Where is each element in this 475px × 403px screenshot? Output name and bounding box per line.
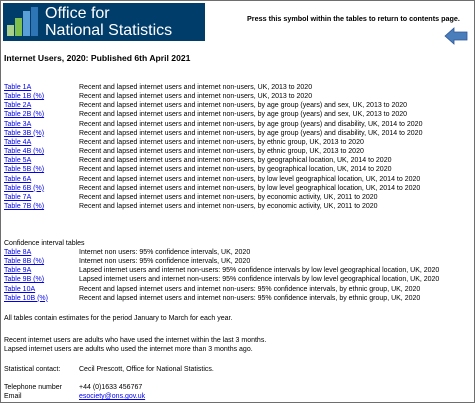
ons-logo: Office for National Statistics [3,3,205,41]
table-description: Recent and lapsed internet users and int… [79,148,364,156]
table-description: Recent and lapsed internet users and int… [79,84,313,91]
telephone-label: Telephone number [4,384,62,391]
table-link[interactable]: Table 2A [4,102,32,110]
table-description: Recent and lapsed internet users and int… [79,193,378,201]
page-title: Internet Users, 2020: Published 6th Apri… [4,53,191,63]
table-description: Recent and lapsed internet users and int… [79,93,313,101]
table-description: Recent and lapsed internet users and int… [79,184,421,192]
return-instruction: Press this symbol within the tables to r… [247,14,460,23]
table-description: Lapsed internet users and internet non-u… [79,276,440,284]
table-description: Recent and lapsed internet users and int… [79,175,421,183]
lapsed-users-note: Lapsed internet users are adults who use… [4,346,253,353]
table-description: Recent and lapsed internet users and int… [79,166,392,174]
table-link[interactable]: Table 2B (%) [4,111,45,119]
table-link[interactable]: Table 8B (%) [4,258,45,266]
back-arrow-icon[interactable] [444,27,468,45]
contact-label: Statistical contact: [4,366,61,373]
table-link[interactable]: Table 4A [4,138,32,146]
table-description: Recent and lapsed internet users and int… [79,129,423,137]
table-description: Recent and lapsed internet users and int… [79,294,421,302]
table-description: Recent and lapsed internet users and int… [79,111,408,119]
table-description: Lapsed internet users and internet non-u… [79,267,440,275]
table-link[interactable]: Table 3A [4,120,32,128]
telephone: Telephone number +44 (0)1633 456767 [4,384,142,392]
ons-logo-icon [7,7,38,36]
table-description: Internet non users: 95% confidence inter… [79,258,251,266]
table-link[interactable]: Table 5B (%) [4,166,45,174]
period-note: All tables contain estimates for the per… [4,315,233,322]
table-link[interactable]: Table 4B (%) [4,148,45,156]
table-link[interactable]: Table 5A [4,157,32,165]
table-link[interactable]: Table 9A [4,267,32,275]
table-link[interactable]: Table 6A [4,175,32,183]
table-description: Recent and lapsed internet users and int… [79,157,392,165]
table-link[interactable]: Table 1A [4,84,32,91]
table-link[interactable]: Table 7B (%) [4,203,45,211]
table-link[interactable]: Table 3B (%) [4,129,45,137]
table-link[interactable]: Table 8A [4,249,32,256]
contact-value: Cecil Prescott, Office for National Stat… [79,366,214,373]
table-description: Recent and lapsed internet users and int… [79,102,408,110]
email-label: Email [4,393,22,400]
email: Email esociety@ons.gov.uk [4,393,145,401]
table-link[interactable]: Table 10A [4,285,36,293]
table-link[interactable]: Table 1B (%) [4,93,45,101]
recent-users-note: Recent internet users are adults who hav… [4,337,267,344]
table-description: Recent and lapsed internet users and int… [79,203,378,211]
statistical-contact: Statistical contact: Cecil Prescott, Off… [4,366,214,374]
email-link[interactable]: esociety@ons.gov.uk [79,393,146,400]
table-description: Recent and lapsed internet users and int… [79,138,364,146]
logo-text-line1: Office for [45,5,110,22]
logo-text-line2: National Statistics [45,22,173,39]
table-description: Recent and lapsed internet users and int… [79,285,421,293]
table-description: Internet non users: 95% confidence inter… [79,249,251,256]
table-link[interactable]: Table 6B (%) [4,184,45,192]
table-link[interactable]: Table 9B (%) [4,276,45,284]
telephone-value: +44 (0)1633 456767 [79,384,143,391]
table-link[interactable]: Table 7A [4,193,32,201]
table-link[interactable]: Table 10B (%) [4,294,48,302]
table-description: Recent and lapsed internet users and int… [79,120,423,128]
ci-heading: Confidence interval tables [4,240,85,247]
